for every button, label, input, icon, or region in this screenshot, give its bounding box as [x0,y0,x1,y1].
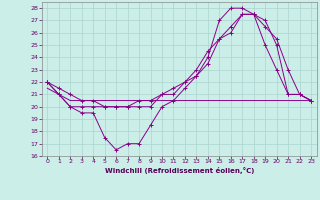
X-axis label: Windchill (Refroidissement éolien,°C): Windchill (Refroidissement éolien,°C) [105,167,254,174]
